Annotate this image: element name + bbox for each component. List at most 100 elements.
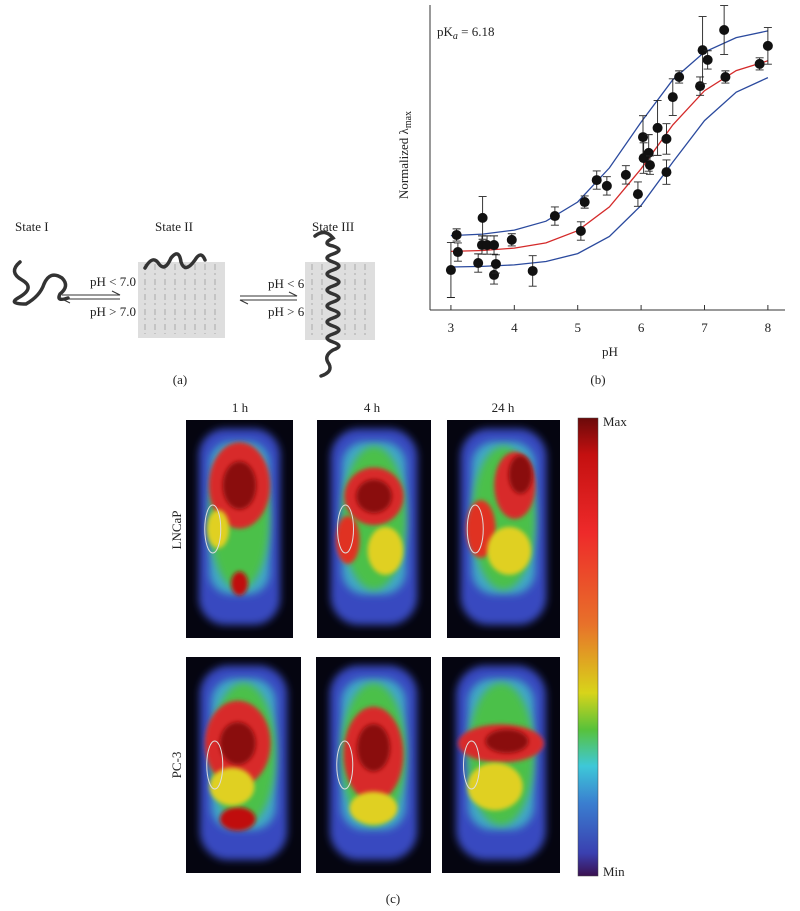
heat-map bbox=[316, 657, 431, 873]
heat-map bbox=[186, 657, 301, 873]
data-point bbox=[674, 71, 685, 82]
data-point bbox=[695, 81, 706, 92]
data-point bbox=[506, 234, 517, 245]
panel-b: pKa = 6.18 pH Normalized λmax (b) 3 4 5 6 7 8 bbox=[396, 5, 785, 387]
state-label: State III bbox=[312, 219, 354, 234]
x-tick-label: 7 bbox=[701, 320, 708, 335]
tumor-outline bbox=[466, 504, 484, 554]
tumor-outline bbox=[204, 504, 222, 554]
hotspot bbox=[209, 767, 255, 806]
panel-c: 1 h 4 h 24 h LNCaP PC-3 Max Min (c) bbox=[169, 400, 627, 906]
hotspot bbox=[357, 723, 390, 772]
data-point bbox=[661, 167, 672, 178]
tumor-outline bbox=[336, 740, 354, 790]
y-axis-label-sub: max bbox=[403, 111, 414, 128]
hotspot bbox=[356, 479, 392, 514]
hotspot bbox=[219, 807, 256, 831]
heat-map bbox=[447, 420, 560, 638]
x-tick-label: 5 bbox=[574, 320, 581, 335]
tumor-outline bbox=[206, 740, 224, 790]
hotspot bbox=[335, 515, 360, 564]
hotspot bbox=[231, 571, 248, 596]
hotspot bbox=[219, 722, 256, 765]
annotation-rest: = 6.18 bbox=[458, 24, 495, 39]
data-point bbox=[652, 122, 663, 133]
condition: pH > 7.0 bbox=[90, 304, 136, 319]
data-point bbox=[591, 175, 602, 186]
hotspot bbox=[508, 455, 533, 494]
fit-curve bbox=[450, 77, 769, 268]
heat-map bbox=[442, 657, 560, 873]
arrow bbox=[240, 291, 298, 297]
row-label: LNCaP bbox=[169, 511, 184, 550]
hotspot bbox=[467, 762, 523, 811]
hotspot bbox=[222, 461, 257, 510]
tumor-outline bbox=[463, 740, 480, 790]
helix bbox=[313, 230, 341, 378]
data-point bbox=[489, 269, 500, 280]
arrow bbox=[239, 299, 297, 305]
data-point bbox=[720, 71, 731, 82]
data-point bbox=[473, 258, 484, 269]
panel-label: (a) bbox=[173, 372, 187, 387]
data-point bbox=[638, 132, 648, 143]
peptide bbox=[12, 260, 70, 306]
data-point bbox=[702, 54, 713, 65]
heat-map bbox=[317, 420, 431, 638]
data-point bbox=[661, 133, 672, 144]
data-point bbox=[445, 265, 456, 276]
data-point bbox=[762, 40, 773, 51]
data-point bbox=[579, 197, 590, 208]
data-point bbox=[754, 58, 765, 69]
lipids bbox=[144, 264, 216, 334]
x-tick-label: 3 bbox=[448, 320, 455, 335]
fit-curve bbox=[450, 60, 769, 253]
data-point bbox=[452, 247, 463, 258]
row-label: PC-3 bbox=[169, 752, 184, 779]
annotation: pKa = 6.18 bbox=[437, 24, 494, 42]
data-point bbox=[549, 211, 560, 222]
arrow bbox=[62, 290, 121, 296]
data-point bbox=[643, 147, 654, 158]
condition: pH < 7.0 bbox=[90, 274, 136, 289]
data-point bbox=[601, 180, 612, 191]
x-axis-label: pH bbox=[602, 344, 618, 359]
fit-curve bbox=[450, 30, 769, 237]
membrane bbox=[305, 262, 375, 340]
colorbar bbox=[577, 417, 599, 877]
y-axis-label: Normalized λmax bbox=[396, 111, 414, 199]
data-point bbox=[632, 189, 643, 200]
data-point bbox=[527, 265, 538, 276]
panel-label: (b) bbox=[590, 372, 605, 387]
column-label: 24 h bbox=[492, 400, 515, 415]
data-point bbox=[719, 25, 730, 36]
panel-label: (c) bbox=[386, 891, 400, 906]
x-tick-label: 4 bbox=[511, 320, 518, 335]
colorbar-max: Max bbox=[603, 414, 627, 429]
y-axis-label-text: Normalized λ bbox=[396, 127, 411, 199]
hotspot bbox=[487, 526, 532, 575]
tumor-outline bbox=[337, 504, 354, 554]
lipids bbox=[311, 264, 366, 336]
data-point bbox=[620, 169, 631, 180]
hotspot bbox=[349, 791, 398, 825]
panel-a: State I State II State III pH < 7.0 pH >… bbox=[12, 219, 375, 387]
annotation-text: pK bbox=[437, 24, 454, 39]
data-point bbox=[667, 92, 678, 103]
condition: pH > 6.0 bbox=[268, 304, 314, 319]
data-point bbox=[482, 240, 493, 251]
state-label: State II bbox=[155, 219, 193, 234]
heat-map bbox=[186, 420, 293, 638]
hotspot bbox=[485, 729, 529, 754]
x-tick-label: 8 bbox=[765, 320, 772, 335]
hotspot bbox=[206, 509, 230, 549]
colorbar-min: Min bbox=[603, 864, 625, 879]
x-tick-label: 6 bbox=[638, 320, 645, 335]
column-label: 4 h bbox=[364, 400, 381, 415]
data-point bbox=[575, 226, 586, 237]
annotation-sub: a bbox=[453, 31, 458, 42]
data-point bbox=[644, 160, 655, 171]
condition: pH < 6.0 bbox=[268, 276, 314, 291]
membrane bbox=[138, 262, 225, 338]
